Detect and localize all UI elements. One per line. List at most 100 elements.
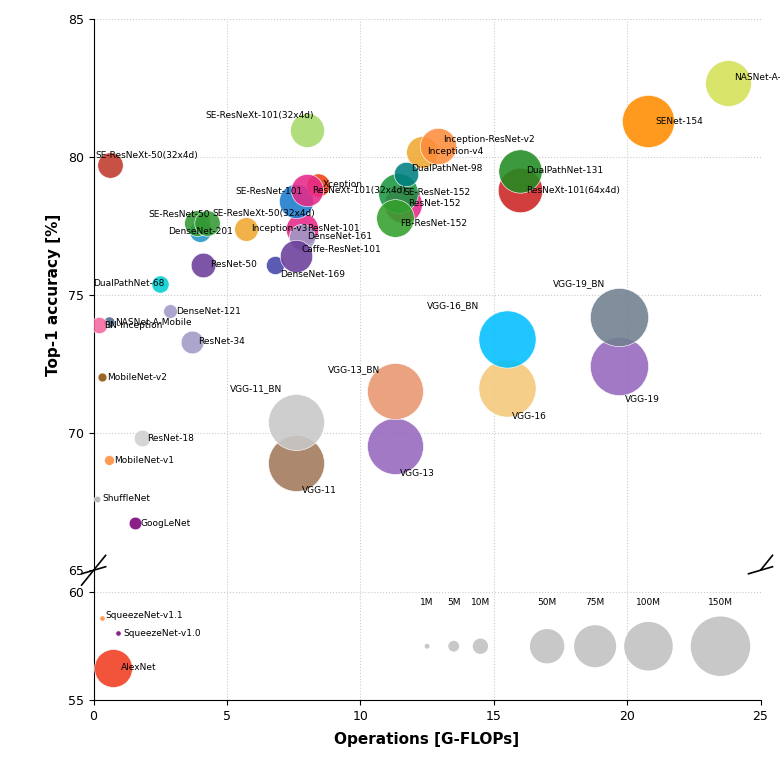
Text: 150M: 150M (708, 598, 733, 607)
Text: ResNet-101: ResNet-101 (307, 224, 360, 233)
Point (501, 333, 513, 345)
Point (93, 319, 105, 331)
Point (722, 77, 735, 89)
Text: 50M: 50M (537, 598, 557, 607)
Point (190, 217, 203, 229)
Point (714, 640, 727, 652)
Point (613, 310, 626, 323)
Text: SE-ResNeXt-101(32x4d): SE-ResNeXt-101(32x4d) (206, 111, 314, 120)
Text: NASNet-A-Large: NASNet-A-Large (734, 73, 780, 82)
Text: DenseNet-121: DenseNet-121 (176, 307, 241, 316)
Point (642, 640, 654, 652)
Point (501, 382, 513, 395)
Point (301, 123, 314, 135)
Point (95, 611, 108, 624)
Text: DenseNet-169: DenseNet-169 (280, 269, 346, 279)
Point (197, 259, 209, 271)
Point (397, 197, 410, 210)
Point (154, 278, 167, 290)
Text: BN-Inception: BN-Inception (105, 320, 163, 330)
Point (296, 222, 308, 235)
Text: DenseNet-201: DenseNet-201 (168, 227, 233, 236)
Point (388, 385, 401, 397)
Point (91, 492, 104, 505)
Point (290, 457, 303, 469)
Point (164, 305, 176, 317)
Point (102, 454, 115, 466)
Text: MobileNet-v1: MobileNet-v1 (114, 456, 174, 464)
Point (136, 432, 148, 444)
Text: SENet-154: SENet-154 (655, 117, 703, 125)
Text: DualPathNet-98: DualPathNet-98 (411, 163, 482, 173)
Text: SE-ResNeXt-50(32x4d): SE-ResNeXt-50(32x4d) (212, 209, 315, 218)
Text: ResNeXt-101(32x4d): ResNeXt-101(32x4d) (312, 186, 406, 194)
Text: SE-ResNet-152: SE-ResNet-152 (403, 188, 470, 197)
Text: Inception-ResNet-v2: Inception-ResNet-v2 (443, 135, 534, 144)
Point (102, 316, 115, 328)
Point (514, 184, 526, 197)
Point (388, 211, 401, 224)
Text: MobileNet-v2: MobileNet-v2 (108, 373, 168, 382)
Point (448, 640, 460, 652)
Text: ResNet-50: ResNet-50 (210, 260, 257, 269)
Text: VGG-11: VGG-11 (302, 486, 336, 495)
Point (514, 165, 526, 177)
Point (431, 140, 444, 152)
Text: 10M: 10M (471, 598, 490, 607)
Text: NASNet-A-Mobile: NASNet-A-Mobile (115, 318, 192, 327)
Text: ResNeXt-101(64x4d): ResNeXt-101(64x4d) (526, 186, 619, 194)
Text: SE-ResNeXt-50(32x4d): SE-ResNeXt-50(32x4d) (95, 151, 197, 160)
Text: Inception-v3: Inception-v3 (251, 224, 307, 233)
Text: VGG-19_BN: VGG-19_BN (552, 279, 604, 288)
Point (186, 335, 198, 348)
Text: VGG-16_BN: VGG-16_BN (427, 301, 479, 310)
Point (290, 416, 303, 428)
Text: FB-ResNet-152: FB-ResNet-152 (400, 219, 467, 228)
Text: DenseNet-161: DenseNet-161 (307, 232, 372, 241)
Text: DualPathNet-68: DualPathNet-68 (94, 279, 165, 288)
Text: GoogLeNet: GoogLeNet (140, 519, 190, 528)
Point (642, 115, 654, 128)
Text: VGG-19: VGG-19 (625, 395, 659, 404)
Text: 100M: 100M (636, 598, 661, 607)
Point (296, 231, 308, 243)
Point (388, 440, 401, 453)
Text: Xception: Xception (323, 180, 363, 189)
Point (290, 195, 303, 207)
Text: VGG-11_BN: VGG-11_BN (229, 384, 282, 393)
Point (421, 640, 434, 652)
Text: 75M: 75M (586, 598, 604, 607)
Text: SE-ResNet-101: SE-ResNet-101 (235, 187, 302, 196)
Text: SE-ResNet-50: SE-ResNet-50 (149, 211, 211, 219)
Text: VGG-16: VGG-16 (512, 412, 548, 420)
Point (96, 372, 108, 384)
Text: DualPathNet-131: DualPathNet-131 (526, 166, 603, 176)
Text: ResNet-18: ResNet-18 (147, 433, 194, 443)
X-axis label: Operations [G-FLOPs]: Operations [G-FLOPs] (335, 731, 519, 747)
Text: ShuffleNet: ShuffleNet (103, 494, 151, 503)
Point (474, 640, 487, 652)
Text: 1M: 1M (420, 598, 434, 607)
Y-axis label: Top-1 accuracy [%]: Top-1 accuracy [%] (46, 214, 61, 376)
Point (301, 184, 314, 197)
Text: VGG-13: VGG-13 (400, 469, 435, 478)
Point (290, 250, 303, 262)
Text: AlexNet: AlexNet (121, 663, 157, 673)
Text: ResNet-34: ResNet-34 (198, 337, 245, 346)
Point (129, 517, 141, 529)
Text: SqueezeNet-v1.1: SqueezeNet-v1.1 (105, 611, 183, 620)
Point (613, 360, 626, 372)
Point (107, 662, 119, 674)
Text: 5M: 5M (447, 598, 460, 607)
Text: SqueezeNet-v1.0: SqueezeNet-v1.0 (123, 628, 200, 638)
Point (269, 259, 282, 271)
Text: ResNet-152: ResNet-152 (409, 200, 461, 208)
Point (239, 222, 252, 235)
Text: VGG-13_BN: VGG-13_BN (328, 365, 381, 374)
Point (104, 159, 116, 172)
Point (311, 179, 324, 191)
Point (541, 640, 553, 652)
Text: Caffe-ResNet-101: Caffe-ResNet-101 (302, 245, 381, 254)
Point (589, 640, 601, 652)
Point (392, 187, 404, 199)
